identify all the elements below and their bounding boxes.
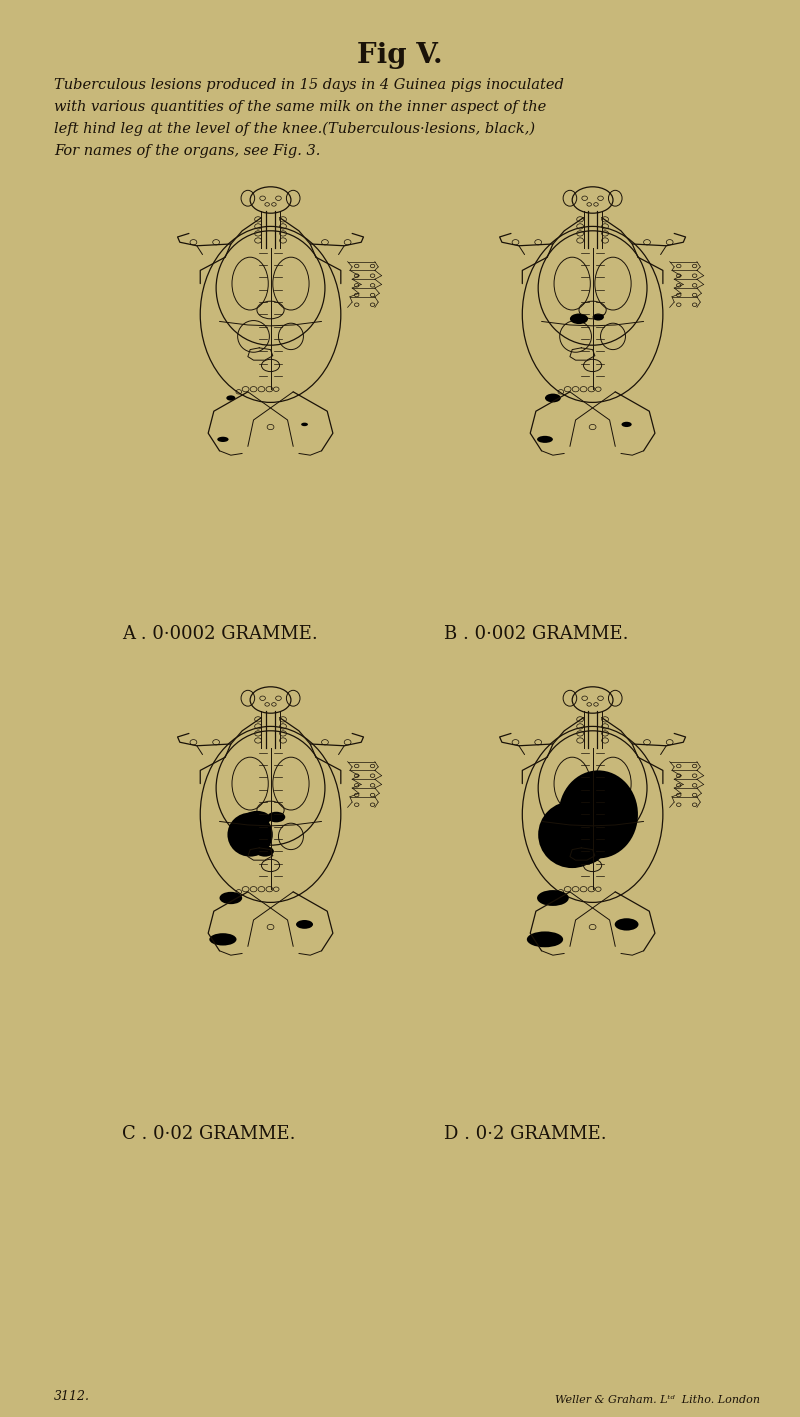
Ellipse shape xyxy=(545,394,561,402)
Ellipse shape xyxy=(614,918,638,931)
Ellipse shape xyxy=(256,846,274,857)
Ellipse shape xyxy=(538,801,606,869)
Ellipse shape xyxy=(296,920,313,928)
Ellipse shape xyxy=(218,436,229,442)
Ellipse shape xyxy=(537,890,569,905)
Text: D . 0·2 GRAMME.: D . 0·2 GRAMME. xyxy=(445,1125,607,1144)
Text: For names of the organs, see Fig. 3.: For names of the organs, see Fig. 3. xyxy=(54,145,321,159)
Ellipse shape xyxy=(558,833,604,866)
Ellipse shape xyxy=(570,313,588,324)
Ellipse shape xyxy=(587,811,610,825)
Text: Weller & Graham. Lᵗᵈ  Litho. London: Weller & Graham. Lᵗᵈ Litho. London xyxy=(555,1394,760,1406)
Ellipse shape xyxy=(558,771,638,859)
Text: B . 0·002 GRAMME.: B . 0·002 GRAMME. xyxy=(445,625,629,643)
Text: Fig V.: Fig V. xyxy=(357,43,442,69)
Ellipse shape xyxy=(527,931,563,948)
Text: with various quantities of the same milk on the inner aspect of the: with various quantities of the same milk… xyxy=(54,101,546,113)
Ellipse shape xyxy=(537,436,553,444)
Ellipse shape xyxy=(622,422,632,427)
Ellipse shape xyxy=(562,808,596,829)
Ellipse shape xyxy=(227,812,273,857)
Ellipse shape xyxy=(226,395,235,401)
Ellipse shape xyxy=(243,811,270,826)
Ellipse shape xyxy=(210,934,237,945)
Text: C . 0·02 GRAMME.: C . 0·02 GRAMME. xyxy=(122,1125,296,1144)
Text: left hind leg at the level of the knee.(Tuberculous·lesions, black,): left hind leg at the level of the knee.(… xyxy=(54,122,535,136)
Ellipse shape xyxy=(267,812,286,822)
Ellipse shape xyxy=(301,422,308,427)
Text: A . 0·0002 GRAMME.: A . 0·0002 GRAMME. xyxy=(122,625,318,643)
Ellipse shape xyxy=(219,891,242,904)
Text: Tuberculous lesions produced in 15 days in 4 Guinea pigs inoculated: Tuberculous lesions produced in 15 days … xyxy=(54,78,564,92)
Text: 3112.: 3112. xyxy=(54,1390,90,1403)
Ellipse shape xyxy=(593,313,604,320)
Ellipse shape xyxy=(574,843,601,859)
